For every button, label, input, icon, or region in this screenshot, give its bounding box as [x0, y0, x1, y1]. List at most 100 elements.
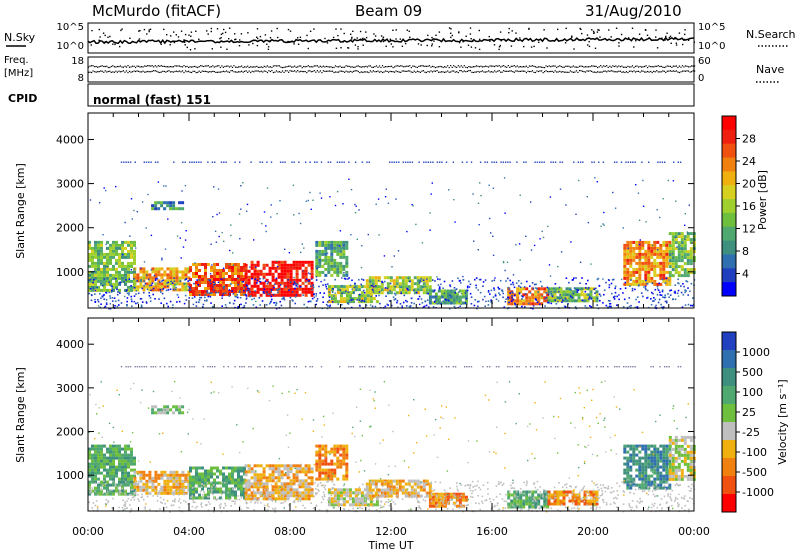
echo-cell	[195, 478, 198, 482]
echo-cell	[321, 444, 325, 448]
noise-dot	[179, 237, 181, 239]
scatter-dot	[653, 300, 655, 302]
scatter-dot	[262, 291, 265, 293]
echo-cell	[103, 474, 106, 478]
echo-cell	[671, 274, 675, 278]
freq-dot	[637, 66, 640, 68]
echo-cell	[280, 491, 284, 495]
nave-dot	[216, 71, 218, 73]
echo-cell	[404, 285, 408, 289]
scatter-dot	[322, 301, 325, 303]
scatter-dot	[584, 287, 587, 289]
echo-cell	[247, 479, 251, 483]
nave-dot	[554, 70, 556, 72]
echo-cell	[181, 276, 185, 280]
echo-cell	[172, 411, 176, 415]
echo-cell	[461, 301, 465, 305]
echo-cell	[333, 474, 337, 478]
scatter-dot	[614, 295, 616, 298]
echo-cell	[256, 479, 260, 483]
scatter-dot	[293, 281, 296, 284]
echo-cell	[216, 487, 219, 491]
scatter-dot	[555, 303, 558, 305]
echo-cell	[139, 473, 143, 477]
scatter-dot	[623, 298, 626, 301]
nave-dot	[351, 71, 353, 73]
scatter-dot	[374, 305, 377, 308]
freq-dot	[634, 65, 637, 67]
freq-dot	[239, 66, 241, 68]
nave-dot	[139, 71, 141, 73]
echo-cell	[124, 264, 127, 268]
scatter-dot	[426, 278, 428, 280]
range-line-dot	[523, 161, 525, 163]
echo-cell	[360, 497, 364, 501]
nave-dot	[475, 71, 477, 73]
echo-cell	[106, 450, 109, 454]
echo-cell	[580, 287, 584, 291]
freq-dot	[463, 65, 465, 67]
echo-cell	[357, 297, 361, 301]
scatter-dot	[577, 289, 580, 292]
nsearch-dot	[488, 35, 490, 38]
nave-dot	[575, 70, 577, 72]
scatter-dot	[674, 290, 676, 293]
echo-cell	[623, 261, 627, 265]
scatter-dot	[363, 291, 366, 294]
range-line-dot	[625, 161, 627, 163]
echo-cell	[112, 471, 115, 475]
echo-cell	[345, 243, 349, 247]
echo-cell	[234, 466, 237, 470]
freq-dot	[538, 66, 540, 68]
scatter-dot	[589, 305, 591, 307]
scatter-dot	[557, 290, 560, 293]
echo-cell	[253, 278, 257, 282]
nave-dot	[212, 70, 214, 72]
freq-dot	[177, 65, 179, 67]
echo-cell	[369, 297, 373, 301]
nsearch-dot	[618, 45, 620, 47]
scatter-dot	[622, 306, 625, 308]
echo-cell	[375, 503, 379, 507]
echo-cell	[268, 266, 272, 270]
nsearch-dot	[332, 36, 335, 39]
scatter-dot	[686, 280, 689, 283]
echo-cell	[295, 260, 299, 264]
echo-cell	[103, 252, 106, 256]
scatter-dot	[167, 305, 169, 308]
nave-dot	[518, 70, 520, 73]
echo-cell	[192, 275, 195, 278]
nave-dot	[257, 70, 259, 72]
noise-dot	[94, 270, 96, 273]
nave-dot	[428, 71, 431, 73]
echo-cell	[653, 240, 657, 244]
scatter-dot	[610, 282, 613, 285]
echo-cell	[375, 288, 379, 292]
freq-dot	[157, 65, 159, 67]
echo-cell	[100, 453, 103, 457]
echo-cell	[112, 276, 115, 280]
nsearch-dot	[224, 31, 227, 34]
echo-cell	[656, 240, 660, 244]
echo-cell	[327, 246, 331, 250]
echo-cell	[213, 287, 216, 290]
echo-cell	[528, 290, 532, 294]
echo-cell	[318, 450, 322, 454]
scatter-dot	[514, 294, 516, 297]
echo-cell	[112, 282, 115, 286]
echo-cell	[124, 483, 127, 487]
echo-cell	[339, 255, 343, 259]
echo-cell	[106, 258, 109, 262]
nsearch-dot	[211, 48, 213, 50]
echo-cell	[371, 276, 375, 280]
nave-dot	[106, 71, 108, 73]
echo-cell	[401, 285, 405, 289]
echo-cell	[216, 263, 219, 266]
echo-cell	[304, 470, 308, 474]
echo-cell	[310, 470, 314, 474]
scatter-dot	[143, 291, 145, 294]
echo-cell	[172, 201, 176, 205]
noise-dot	[185, 230, 187, 232]
nave-dot	[663, 70, 665, 72]
echo-cell	[339, 300, 343, 304]
